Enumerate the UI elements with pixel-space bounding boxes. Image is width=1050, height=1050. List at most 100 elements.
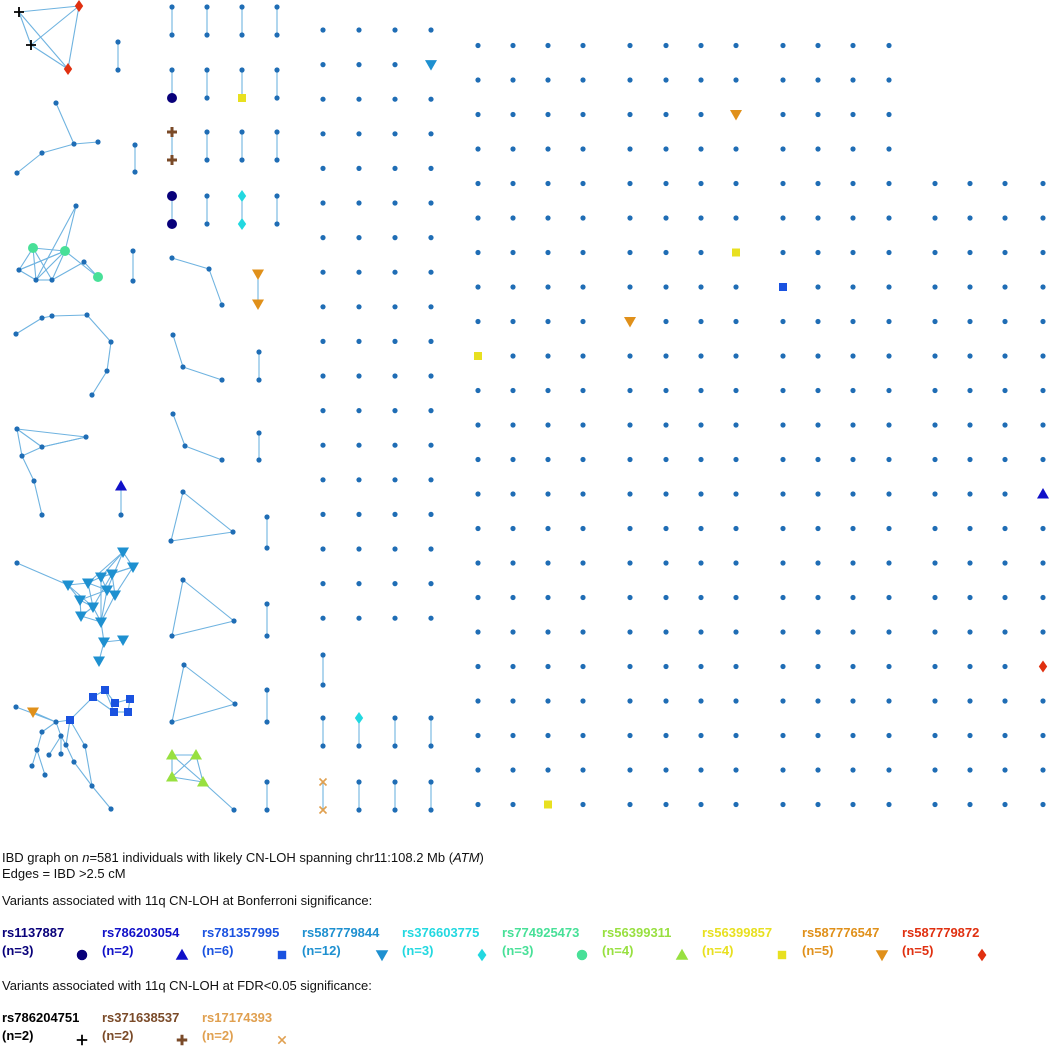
- individual-node: [780, 456, 786, 463]
- variant-node: [111, 699, 119, 707]
- individual-node: [320, 581, 326, 587]
- legend-item: rs1137887 (n=3): [2, 925, 102, 965]
- individual-node: [932, 318, 938, 325]
- individual-node: [1040, 387, 1046, 394]
- individual-node: [780, 732, 786, 739]
- individual-node: [932, 525, 938, 532]
- individual-node: [428, 743, 434, 749]
- individual-node: [428, 165, 434, 171]
- individual-node: [580, 456, 586, 463]
- variant-node: [117, 635, 129, 646]
- individual-node: [475, 767, 481, 773]
- individual-node: [49, 313, 55, 319]
- individual-node: [815, 491, 821, 497]
- individual-node: [320, 715, 326, 721]
- individual-node: [663, 525, 669, 532]
- individual-node: [698, 491, 704, 497]
- individual-node: [780, 249, 786, 256]
- variant-node: [26, 40, 36, 50]
- legend-variant-id: rs587779872: [902, 925, 980, 940]
- legend-variant-count: (n=3): [402, 943, 434, 958]
- individual-node: [545, 249, 551, 256]
- ibd-edge: [92, 573, 113, 608]
- ibd-edge: [100, 589, 108, 623]
- individual-node: [204, 221, 210, 227]
- individual-node: [392, 165, 398, 171]
- individual-node: [580, 663, 586, 670]
- individual-node: [219, 457, 225, 463]
- individual-node: [663, 629, 669, 635]
- individual-node: [392, 235, 398, 241]
- legend-marker-icon: [176, 1034, 188, 1046]
- individual-node: [510, 525, 516, 532]
- individual-node: [627, 525, 633, 532]
- individual-node: [510, 318, 516, 325]
- individual-node: [58, 751, 64, 757]
- individual-node: [663, 111, 669, 118]
- individual-node: [356, 807, 362, 813]
- legend-variant-id: rs17174393: [202, 1010, 273, 1025]
- ibd-edge: [183, 664, 236, 705]
- individual-node: [850, 387, 856, 394]
- variant-node: [93, 272, 103, 282]
- individual-node: [428, 807, 434, 813]
- individual-node: [392, 511, 398, 517]
- individual-node: [356, 235, 362, 241]
- individual-node: [239, 32, 245, 38]
- individual-node: [356, 62, 362, 68]
- individual-node: [815, 767, 821, 773]
- individual-node: [130, 278, 136, 284]
- individual-node: [967, 629, 973, 635]
- individual-node: [1002, 560, 1008, 566]
- individual-node: [31, 478, 37, 484]
- individual-node: [510, 284, 516, 290]
- individual-node: [663, 77, 669, 83]
- individual-node: [510, 629, 516, 635]
- individual-node: [815, 525, 821, 532]
- individual-node: [1040, 767, 1046, 773]
- individual-node: [733, 284, 739, 290]
- individual-node: [698, 767, 704, 773]
- ibd-edge: [16, 428, 87, 438]
- individual-node: [1002, 491, 1008, 497]
- individual-node: [428, 338, 434, 344]
- individual-node: [428, 615, 434, 621]
- ibd-edge: [21, 446, 43, 457]
- ibd-edge: [16, 562, 69, 586]
- individual-node: [1002, 767, 1008, 773]
- nodes: [13, 0, 1049, 815]
- variant-node: [624, 317, 636, 328]
- individual-node: [169, 67, 175, 73]
- individual-node: [886, 318, 892, 325]
- individual-node: [733, 77, 739, 83]
- individual-node: [1002, 698, 1008, 704]
- individual-node: [698, 422, 704, 428]
- individual-node: [356, 200, 362, 206]
- ibd-edge: [55, 102, 75, 145]
- legend-marker-icon: [977, 948, 987, 962]
- individual-node: [58, 733, 64, 739]
- individual-node: [932, 767, 938, 773]
- individual-node: [850, 180, 856, 187]
- individual-node: [967, 456, 973, 463]
- individual-node: [274, 157, 280, 163]
- individual-node: [320, 269, 326, 275]
- individual-node: [967, 318, 973, 325]
- ibd-edge: [67, 5, 80, 70]
- individual-node: [850, 318, 856, 325]
- variant-node: [318, 805, 328, 815]
- legend-item: rs786203054 (n=2): [102, 925, 202, 965]
- individual-node: [663, 42, 669, 49]
- individual-node: [34, 747, 40, 753]
- individual-node: [356, 546, 362, 552]
- individual-node: [967, 594, 973, 601]
- individual-node: [475, 77, 481, 83]
- individual-node: [1002, 525, 1008, 532]
- individual-node: [627, 387, 633, 394]
- individual-node: [627, 77, 633, 83]
- individual-node: [850, 353, 856, 359]
- ibd-edge: [170, 531, 234, 542]
- individual-node: [932, 456, 938, 463]
- individual-node: [204, 193, 210, 199]
- variant-node: [237, 190, 247, 202]
